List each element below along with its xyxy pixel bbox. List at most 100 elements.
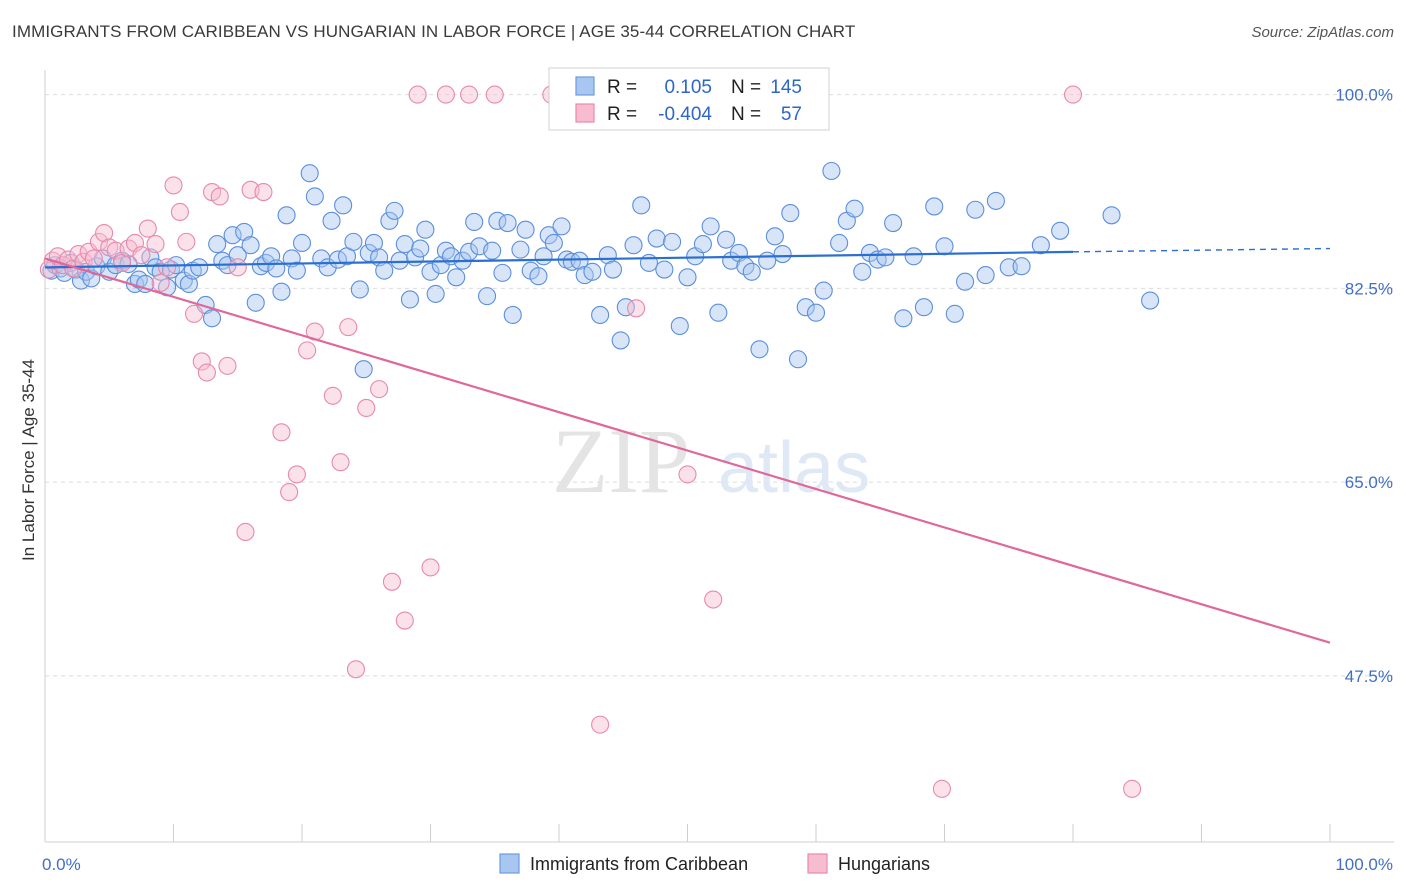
caribbean-point-71: [426, 284, 445, 303]
hungarians-point-35: [272, 423, 291, 442]
hungarians-point-0: [39, 260, 58, 279]
hungarians-point-44: [357, 398, 376, 418]
caribbean-point-147: [976, 266, 995, 285]
caribbean-point-96: [570, 251, 589, 270]
legend-n-label-hungarians: N =: [731, 104, 761, 125]
y-tick-label-3: 100.0%: [1335, 86, 1393, 105]
hungarians-point-47: [395, 611, 414, 630]
caribbean-point-115: [709, 303, 728, 322]
caribbean-point-14: [119, 254, 138, 274]
legend-n-label-caribbean: N =: [731, 77, 761, 98]
caribbean-point-121: [750, 340, 769, 359]
hungarians-trend-line: [44, 257, 1331, 644]
caribbean-point-46: [292, 233, 312, 253]
hungarians-point-3: [53, 256, 73, 275]
caribbean-point-37: [246, 293, 265, 312]
series-legend: Immigrants from Caribbean Hungarians: [499, 853, 930, 874]
x-tick-label-1: 100.0%: [1335, 855, 1393, 874]
caribbean-point-122: [758, 251, 777, 270]
hungarians-point-62: [1123, 779, 1142, 798]
caribbean-point-89: [529, 267, 548, 286]
caribbean-point-138: [884, 213, 903, 233]
series-legend-label-caribbean: Immigrants from Caribbean: [530, 854, 748, 874]
trend-lines: [44, 247, 1331, 644]
hungarians-point-34: [254, 182, 273, 202]
caribbean-point-116: [716, 230, 736, 249]
caribbean-point-98: [583, 262, 602, 281]
caribbean-point-83: [493, 263, 512, 282]
hungarians-point-29: [210, 187, 229, 206]
caribbean-point-124: [773, 245, 792, 264]
correlation-legend: R = 0.105 N = 145 R = -0.404 N = 57: [548, 67, 830, 131]
hungarians-point-61: [1063, 85, 1083, 104]
hungarians-point-48: [408, 85, 427, 104]
y-axis-title: In Labor Force | Age 35-44: [19, 359, 38, 561]
caribbean-point-128: [806, 303, 826, 322]
hungarians-point-60: [932, 779, 951, 798]
hungarians-point-17: [132, 246, 151, 265]
series-legend-label-hungarians: Hungarians: [838, 854, 930, 874]
caribbean-point-43: [277, 206, 296, 225]
hungarians-point-46: [382, 572, 402, 591]
y-tick-label-2: 82.5%: [1345, 279, 1393, 298]
caribbean-point-29: [203, 309, 222, 328]
hungarians-point-51: [459, 85, 479, 104]
caribbean-trend-extension: [1072, 247, 1331, 253]
hungarians-point-30: [218, 356, 237, 375]
caribbean-point-45: [287, 261, 306, 280]
hungarians-point-42: [339, 318, 358, 337]
caribbean-point-109: [663, 232, 682, 251]
caribbean-point-120: [742, 262, 761, 281]
caribbean-point-55: [344, 232, 363, 251]
legend-n-value-caribbean: 145: [770, 77, 802, 98]
watermark-atlas: atlas: [718, 428, 870, 508]
legend-n-value-hungarians: 57: [781, 104, 802, 125]
chart-title: IMMIGRANTS FROM CARIBBEAN VS HUNGARIAN I…: [12, 22, 856, 41]
watermark-zip: ZIP: [552, 410, 690, 512]
hungarians-point-56: [627, 299, 646, 318]
caribbean-point-154: [1141, 291, 1160, 310]
caribbean-point-87: [516, 220, 535, 239]
caribbean-point-123: [765, 227, 784, 246]
caribbean-point-99: [591, 305, 610, 325]
caribbean-point-140: [904, 247, 923, 266]
caribbean-point-63: [385, 201, 404, 220]
caribbean-point-106: [639, 253, 659, 272]
hungarians-point-38: [298, 341, 317, 360]
hungarians-point-20: [151, 273, 170, 292]
caribbean-point-148: [986, 191, 1005, 210]
caribbean-point-101: [603, 260, 623, 279]
caribbean-point-69: [416, 220, 435, 239]
y-tick-labels: 47.5% 65.0% 82.5% 100.0%: [1335, 86, 1393, 686]
caribbean-point-110: [670, 316, 689, 336]
caribbean-point-133: [845, 199, 864, 218]
caribbean-point-127: [796, 298, 815, 317]
series-legend-swatch-hungarians: [807, 853, 828, 874]
caribbean-point-153: [1102, 206, 1121, 225]
caribbean-point-131: [830, 233, 849, 253]
hungarians-point-24: [177, 232, 196, 251]
caribbean-point-114: [701, 217, 720, 236]
caribbean-point-105: [632, 196, 651, 215]
hungarians-point-50: [436, 85, 455, 104]
source-label: Source: ZipAtlas.com: [1251, 24, 1394, 41]
caribbean-point-152: [1051, 221, 1070, 240]
watermark: ZIP atlas: [552, 410, 870, 512]
caribbean-point-85: [503, 305, 522, 325]
caribbean-point-56: [350, 280, 369, 299]
caribbean-point-62: [380, 211, 399, 230]
caribbean-point-24: [174, 271, 193, 290]
caribbean-point-42: [272, 282, 291, 301]
caribbean-point-111: [678, 268, 697, 287]
caribbean-point-78: [465, 212, 484, 231]
caribbean-point-47: [300, 164, 319, 183]
caribbean-point-30: [208, 235, 227, 254]
caribbean-point-150: [1012, 257, 1031, 276]
caribbean-point-107: [647, 229, 666, 248]
x-tick-labels: 0.0% 100.0%: [42, 855, 1393, 874]
y-tick-label-0: 47.5%: [1345, 667, 1393, 686]
caribbean-point-48: [305, 187, 324, 206]
hungarians-point-37: [287, 465, 306, 484]
hungarians-point-22: [164, 176, 183, 195]
